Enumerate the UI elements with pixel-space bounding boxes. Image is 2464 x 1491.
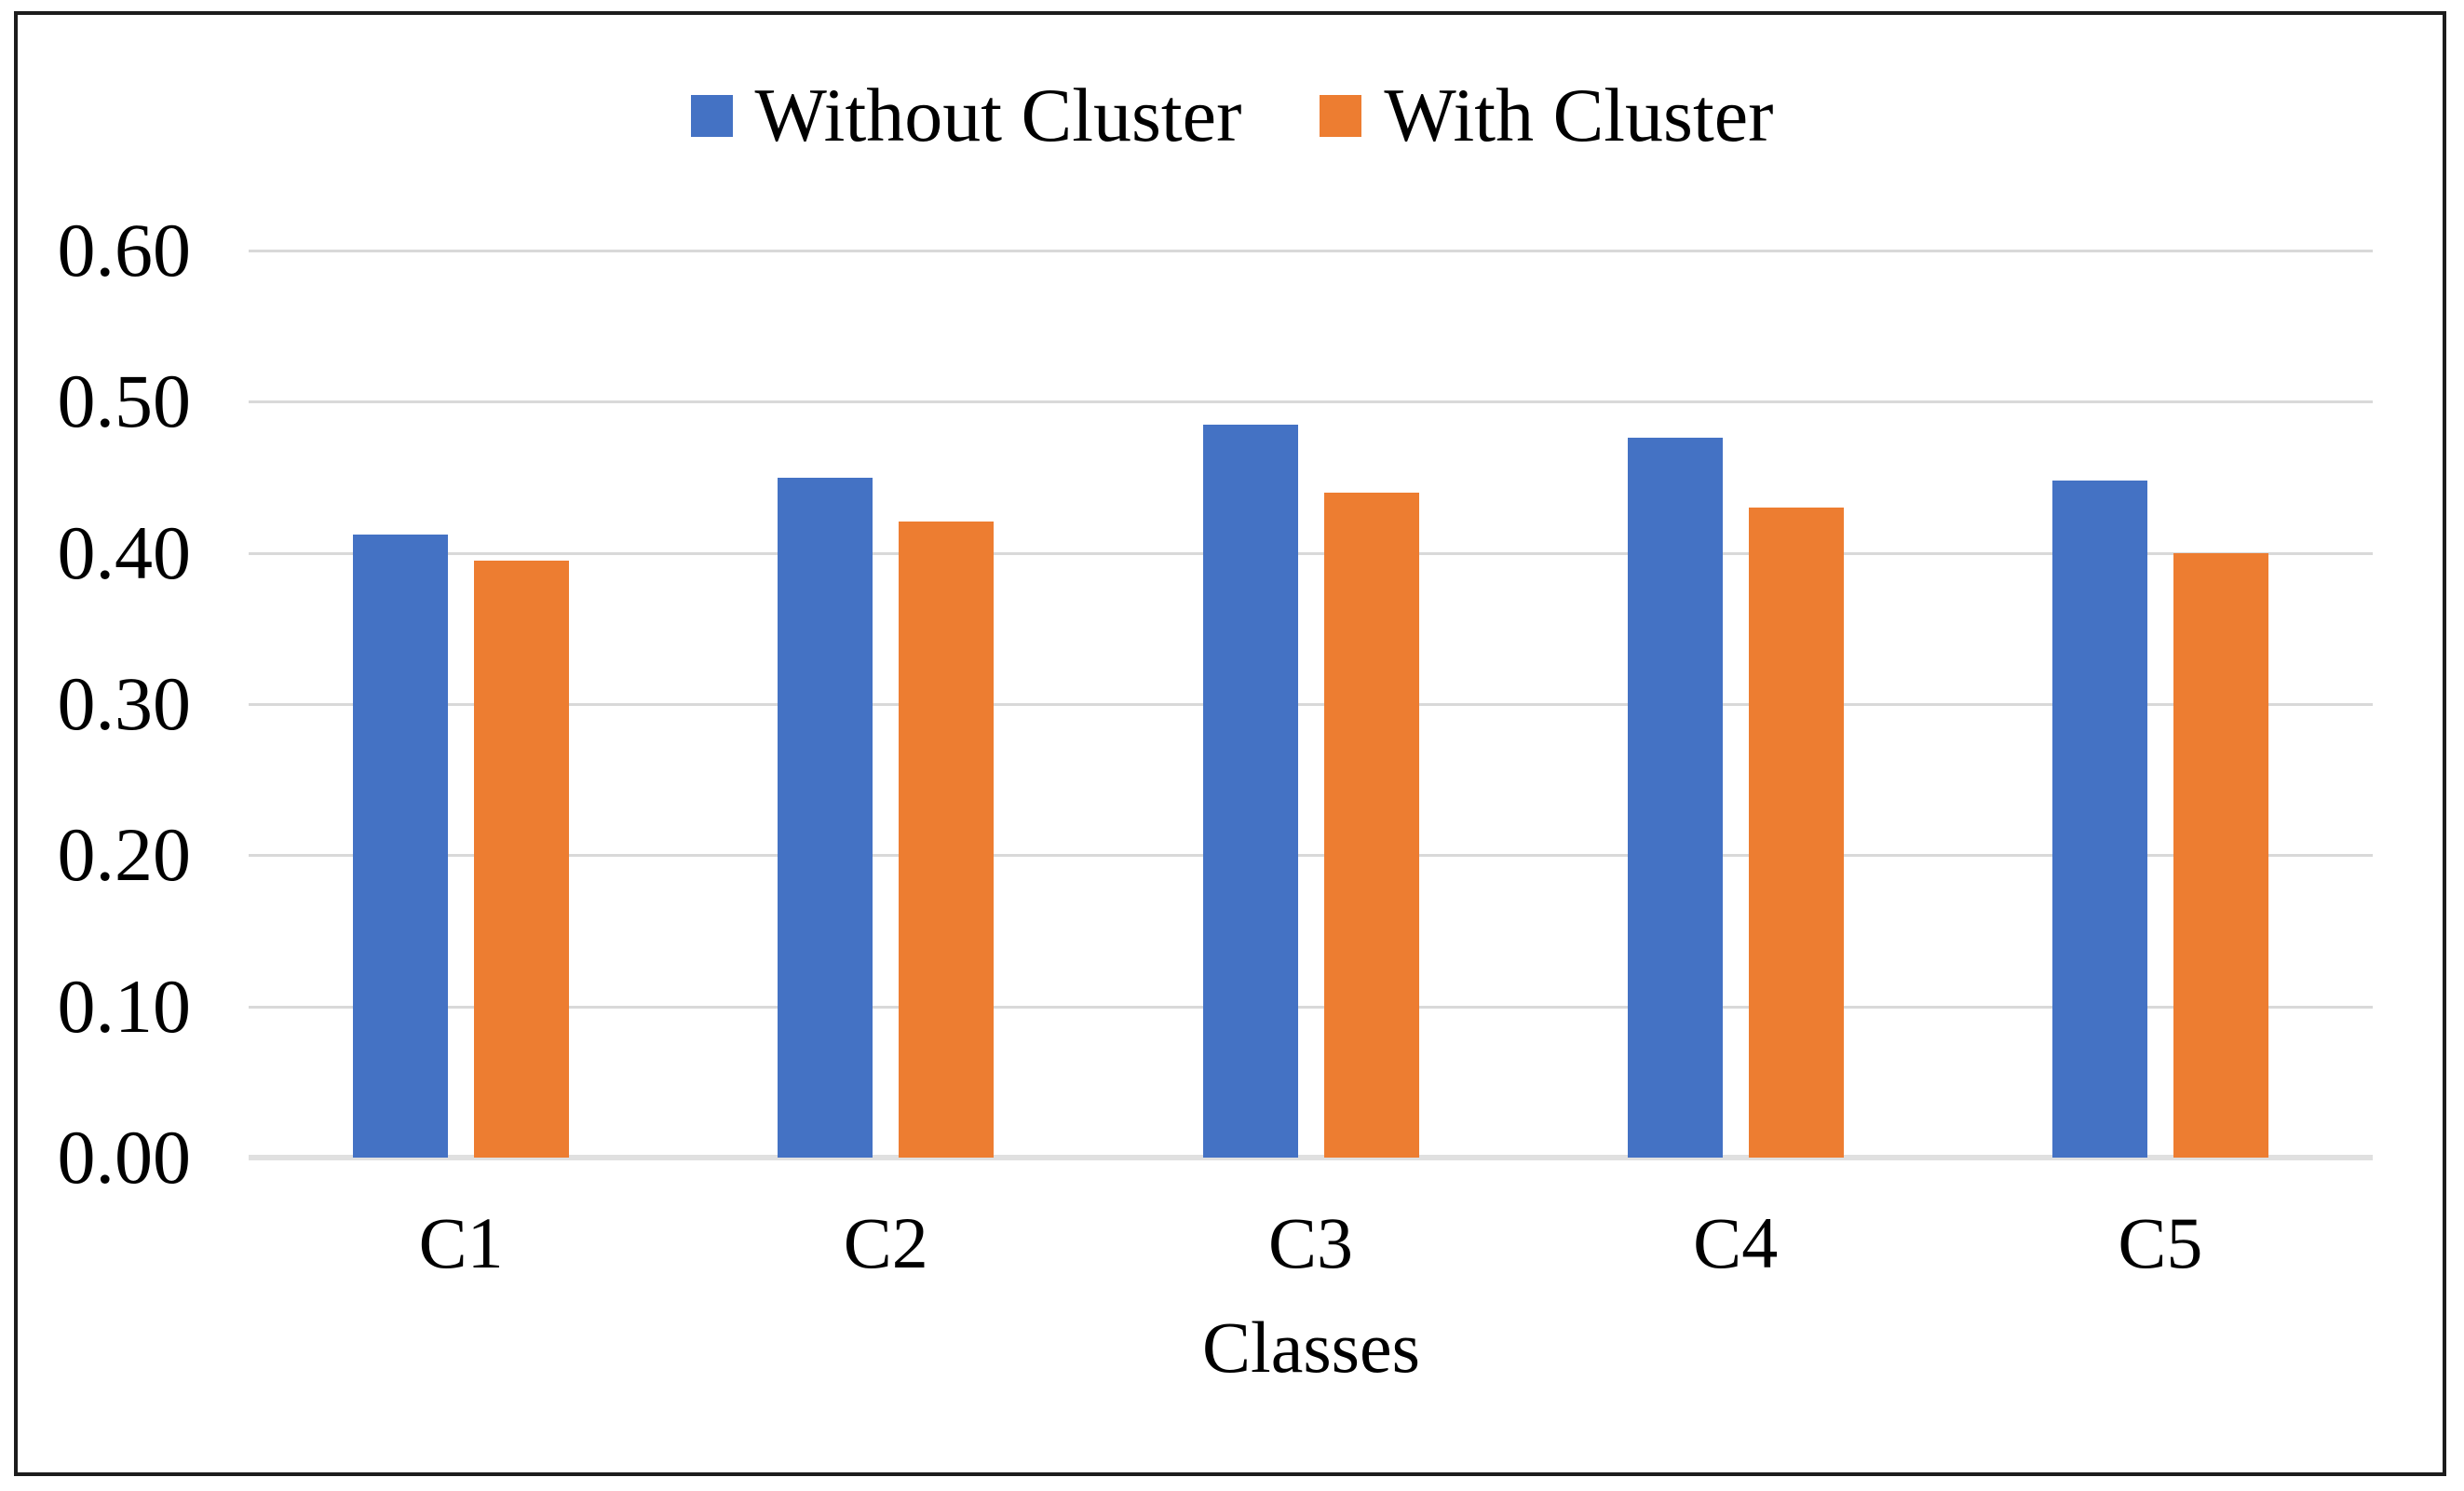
y-tick-label-0.60: 0.60 <box>57 208 192 292</box>
y-gridline-0.60 <box>249 250 2373 252</box>
bar-with-cluster-c2 <box>899 521 995 1158</box>
legend-item-without-cluster: Without Cluster <box>690 69 1242 162</box>
bar-without-cluster-c4 <box>1627 438 1723 1158</box>
x-category-label-c3: C3 <box>1267 1202 1354 1283</box>
legend-swatch-with-cluster <box>1320 94 1362 137</box>
y-tick-label-0.20: 0.20 <box>57 812 192 898</box>
y-tick-label-0.30: 0.30 <box>57 661 192 746</box>
y-gridline-0.50 <box>249 400 2373 404</box>
bar-without-cluster-c2 <box>778 477 873 1158</box>
bar-without-cluster-c3 <box>1202 424 1298 1158</box>
legend-item-with-cluster: With Cluster <box>1320 69 1773 162</box>
bar-with-cluster-c5 <box>2173 552 2268 1158</box>
y-tick-label-0.40: 0.40 <box>57 509 192 595</box>
y-gridline-0.30 <box>249 703 2373 706</box>
bar-without-cluster-c5 <box>2051 480 2147 1158</box>
bar-with-cluster-c1 <box>474 560 570 1158</box>
y-gridline-0.40 <box>249 551 2373 555</box>
x-category-label-c4: C4 <box>1693 1202 1779 1283</box>
y-gridline-0.20 <box>249 854 2373 858</box>
x-category-label-c5: C5 <box>2118 1202 2203 1283</box>
y-tick-label-0.10: 0.10 <box>57 963 192 1049</box>
legend: Without Cluster With Cluster <box>0 69 2464 162</box>
y-tick-label-0.50: 0.50 <box>57 359 192 444</box>
bar-without-cluster-c1 <box>353 535 449 1158</box>
x-axis-title: Classes <box>1202 1307 1420 1388</box>
legend-label-without-cluster: Without Cluster <box>754 73 1242 157</box>
x-category-label-c1: C1 <box>418 1202 504 1283</box>
bar-with-cluster-c3 <box>1323 492 1419 1158</box>
y-gridline-0.10 <box>249 1005 2373 1009</box>
plot-area <box>249 250 2373 1160</box>
y-gridline-0.00 <box>249 1155 2373 1160</box>
bar-with-cluster-c4 <box>1748 507 1844 1158</box>
y-tick-label-0.00: 0.00 <box>57 1115 192 1200</box>
legend-swatch-without-cluster <box>690 94 733 137</box>
chart-border-frame <box>14 11 2446 1476</box>
x-category-label-c2: C2 <box>843 1202 928 1283</box>
legend-label-with-cluster: With Cluster <box>1384 73 1774 157</box>
